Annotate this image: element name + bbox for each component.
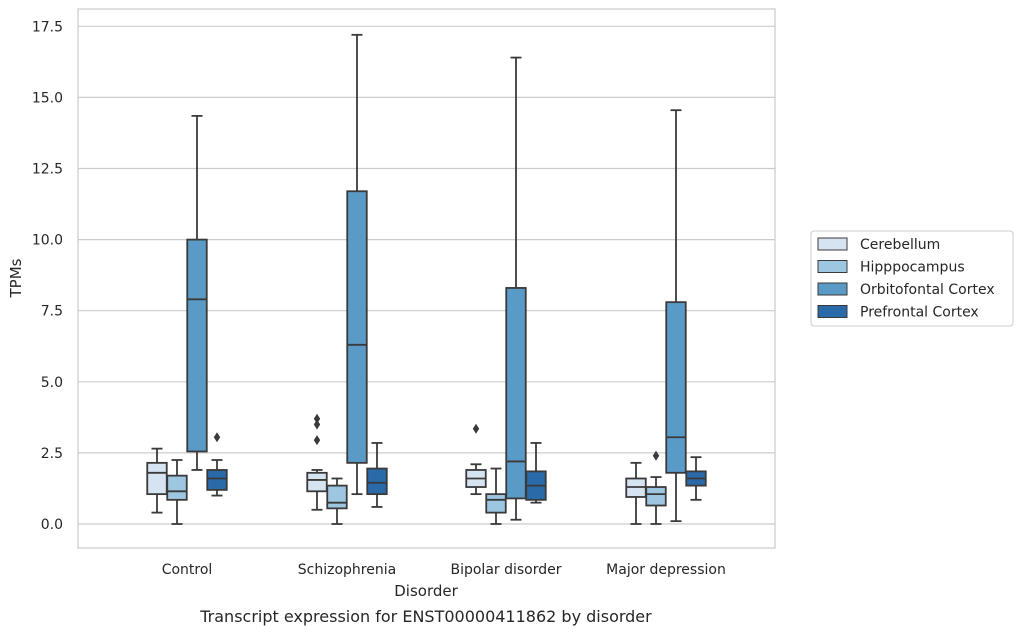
- x-tick-label: Schizophrenia: [298, 562, 396, 578]
- chart-caption: Transcript expression for ENST0000041186…: [199, 607, 652, 626]
- box-2-3: [525, 442, 547, 504]
- box-body: [665, 301, 687, 474]
- outlier-point: [313, 419, 321, 430]
- x-tick-label: Bipolar disorder: [450, 562, 561, 578]
- legend-swatch: [817, 237, 848, 251]
- box-3-2: [665, 109, 687, 523]
- box-body: [146, 461, 168, 496]
- box-1-1: [326, 477, 348, 525]
- y-tick-label: 17.5: [32, 19, 63, 35]
- legend-label: Orbitofontal Cortex: [860, 282, 995, 298]
- box-3-3: [685, 456, 707, 501]
- outlier-point: [213, 432, 221, 443]
- y-tick-label: 2.5: [41, 446, 63, 462]
- box-3-1: [645, 450, 667, 525]
- box-body: [326, 484, 348, 510]
- y-axis-ticks: 0.0 2.5 5.0 7.5 10.0 12.5 15.0 17.5: [32, 19, 63, 533]
- x-tick-label: Control: [162, 562, 213, 578]
- outlier-point: [313, 435, 321, 446]
- y-tick-label: 15.0: [32, 90, 63, 106]
- y-tick-label: 5.0: [41, 375, 63, 391]
- y-axis-title: TPMs: [7, 258, 25, 298]
- plot-area-frame: [77, 8, 776, 549]
- legend-frame: [810, 230, 1014, 327]
- legend-swatch: [817, 305, 848, 318]
- y-tick-label: 7.5: [41, 304, 63, 320]
- x-tick-label: Major depression: [606, 562, 726, 578]
- outlier-point: [652, 450, 660, 461]
- box-2-1: [485, 467, 507, 525]
- box-1-2: [346, 33, 368, 496]
- box-body: [166, 474, 188, 501]
- legend-label: Cerebellum: [860, 237, 940, 253]
- box-1-3: [366, 442, 388, 508]
- legend-swatch: [817, 282, 848, 296]
- box-body: [645, 486, 667, 507]
- box-0-0: [146, 447, 168, 514]
- box-2-0: [465, 423, 487, 496]
- box-1-0: [306, 413, 328, 511]
- outlier-point: [313, 413, 321, 424]
- box-0-3: [206, 432, 228, 497]
- box-body: [306, 471, 328, 493]
- box-body: [505, 287, 527, 500]
- box-body: [206, 469, 228, 491]
- y-tick-label: 12.5: [32, 162, 63, 178]
- y-tick-label: 0.0: [41, 517, 63, 533]
- x-axis-title: Disorder: [394, 582, 458, 600]
- box-body: [485, 493, 507, 514]
- y-tick-label: 10.0: [32, 233, 63, 249]
- box-0-2: [186, 114, 208, 471]
- legend-label: Hipppocampus: [860, 260, 965, 276]
- box-3-0: [625, 461, 647, 525]
- x-axis-ticks: Control Schizophrenia Bipolar disorder Majo…: [162, 562, 726, 578]
- boxes: [146, 33, 707, 525]
- box-0-1: [166, 459, 188, 525]
- box-body: [366, 467, 388, 496]
- box-2-2: [505, 56, 527, 521]
- legend-swatch: [817, 260, 848, 273]
- box-body: [346, 190, 368, 464]
- legend-label: Prefrontal Cortex: [860, 305, 979, 321]
- outlier-point: [472, 423, 480, 434]
- box-body: [186, 238, 208, 453]
- legend: Cerebellum Hipppocampus Orbitofontal Corte…: [810, 230, 1014, 327]
